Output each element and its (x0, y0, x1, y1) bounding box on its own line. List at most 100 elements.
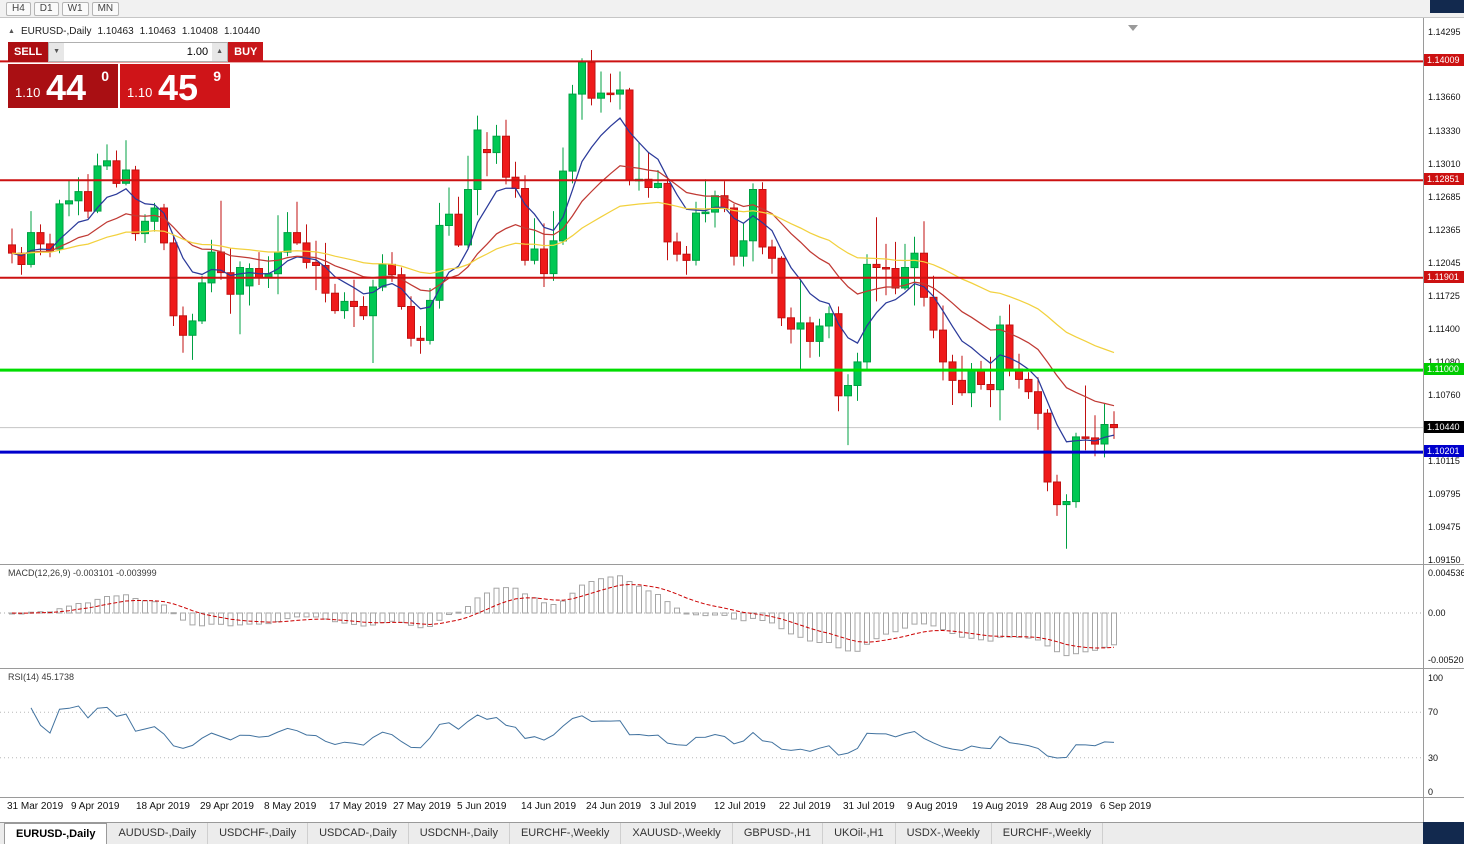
chart-tab-bar: EURUSD-,Daily AUDUSD-,Daily USDCHF-,Daily U… (0, 822, 1464, 844)
date-axis-label: 6 Sep 2019 (1100, 801, 1152, 812)
macd-histogram-bar (826, 612, 832, 643)
sell-price-display[interactable]: 1.10 44 0 (8, 64, 118, 108)
timeframe-button-w1[interactable]: W1 (61, 1, 89, 16)
macd-histogram-bar (769, 612, 775, 624)
macd-histogram-bar (265, 612, 272, 625)
date-axis-label: 9 Aug 2019 (907, 801, 958, 812)
date-axis-label: 14 Jun 2019 (521, 801, 577, 812)
chart-tab-xauusd-weekly[interactable]: XAUUSD-,Weekly (621, 823, 733, 844)
chart-shift-marker-icon[interactable] (1128, 25, 1138, 31)
collapse-panel-icon[interactable]: ▲ (8, 28, 15, 35)
macd-histogram-bar (959, 612, 965, 638)
macd-histogram-bar (484, 592, 490, 614)
price-axis-tick: 1.12685 (1428, 192, 1461, 202)
macd-histogram-bar (294, 612, 300, 618)
date-axis-label: 24 Jun 2019 (586, 801, 642, 812)
date-axis-label: 29 Apr 2019 (200, 801, 254, 812)
price-axis-tick: 1.12365 (1428, 225, 1461, 235)
price-axis-tick: 1.09150 (1428, 555, 1461, 565)
chart-tab-eurusd-daily[interactable]: EURUSD-,Daily (4, 823, 108, 844)
volume-decrease-button[interactable]: ▼ (49, 43, 65, 61)
date-axis-label: 5 Jun 2019 (457, 801, 507, 812)
price-axis[interactable] (1423, 18, 1464, 822)
chart-tab-usdcad-daily[interactable]: USDCAD-,Daily (308, 823, 409, 844)
macd-histogram-bar (1044, 612, 1051, 647)
candle-body (834, 313, 843, 397)
candle-body (929, 296, 938, 331)
candle-body (958, 379, 966, 394)
chart-tab-gbpusd-h1[interactable]: GBPUSD-,H1 (733, 823, 824, 844)
macd-histogram-bar (322, 612, 329, 620)
macd-histogram-bar (1101, 612, 1108, 648)
price-level-label: 1.10440 (1424, 421, 1464, 433)
chart-tab-eurchf-weekly[interactable]: EURCHF-,Weekly (992, 823, 1104, 844)
candle-body (84, 191, 92, 212)
candle-body (872, 263, 881, 268)
candle-body (426, 299, 434, 341)
moving-average-line-45 (11, 201, 1115, 354)
candle-body (1053, 481, 1061, 506)
price-axis-tick: 1.09795 (1428, 489, 1461, 499)
rsi-axis-label: 100 (1428, 673, 1444, 683)
chart-tab-audusd-daily[interactable]: AUDUSD-,Daily (107, 823, 209, 844)
candle-body (1043, 412, 1052, 483)
chart-tab-ukoil-h1[interactable]: UKOil-,H1 (823, 823, 896, 844)
candle-body (844, 385, 852, 397)
macd-histogram-bar (1111, 612, 1117, 646)
date-axis-label: 9 Apr 2019 (71, 801, 120, 812)
timeframe-button-mn[interactable]: MN (91, 1, 120, 16)
pane-divider[interactable] (0, 668, 1464, 669)
chart-tab-usdchf-daily[interactable]: USDCHF-,Daily (208, 823, 309, 844)
macd-axis-label: 0.00 (1428, 608, 1446, 618)
macd-histogram-bar (778, 612, 785, 630)
candle-body (416, 337, 425, 341)
macd-histogram-bar (522, 593, 528, 614)
candle-body (1034, 391, 1042, 414)
macd-histogram-bar (968, 612, 975, 639)
candle-body (777, 257, 786, 319)
macd-histogram-bar (579, 584, 585, 614)
price-axis-tick: 1.12045 (1428, 258, 1461, 268)
timeframe-button-d1[interactable]: D1 (33, 1, 59, 16)
macd-histogram-bar (436, 612, 443, 621)
buy-price-display[interactable]: 1.10 45 9 (120, 64, 230, 108)
price-axis-tick: 1.13010 (1428, 159, 1461, 169)
macd-histogram-bar (1092, 612, 1098, 651)
macd-histogram-bar (1063, 612, 1070, 657)
candle-body (796, 322, 805, 330)
buy-button[interactable]: BUY (228, 42, 264, 62)
macd-histogram-bar (1016, 612, 1022, 638)
candle-body (549, 240, 558, 275)
macd-histogram-bar (930, 612, 937, 627)
candle-body (654, 182, 662, 188)
macd-histogram-bar (218, 612, 224, 625)
pane-divider[interactable] (0, 564, 1464, 565)
sell-price-pip-digit: 0 (101, 68, 109, 84)
date-axis-label: 12 Jul 2019 (714, 801, 766, 812)
candle-body (568, 93, 577, 172)
candle-body (55, 203, 64, 250)
candle-body (65, 200, 73, 205)
timeframe-button-h4[interactable]: H4 (6, 1, 31, 16)
candle-body (312, 261, 320, 266)
macd-histogram-bar (246, 612, 253, 625)
chart-tab-eurchf-weekly[interactable]: EURCHF-,Weekly (510, 823, 622, 844)
macd-axis-label: -0.005205 (1428, 655, 1464, 665)
candle-body (1100, 424, 1109, 445)
macd-histogram-bar (740, 612, 747, 622)
date-axis-label: 31 Mar 2019 (7, 801, 64, 812)
macd-histogram-bar (807, 612, 813, 642)
macd-histogram-bar (854, 612, 861, 652)
sell-button[interactable]: SELL (8, 42, 49, 62)
volume-input[interactable] (64, 43, 213, 61)
macd-histogram-bar (75, 603, 82, 614)
chart-tab-usdx-weekly[interactable]: USDX-,Weekly (896, 823, 992, 844)
macd-histogram-bar (170, 612, 177, 615)
candle-body (331, 292, 339, 312)
candle-body (882, 267, 890, 270)
macd-histogram-bar (151, 601, 158, 614)
volume-increase-button[interactable]: ▲ (212, 43, 228, 61)
chart-tab-usdcnh-daily[interactable]: USDCNH-,Daily (409, 823, 510, 844)
macd-histogram-bar (588, 581, 595, 614)
chart-canvas[interactable] (0, 0, 1424, 822)
